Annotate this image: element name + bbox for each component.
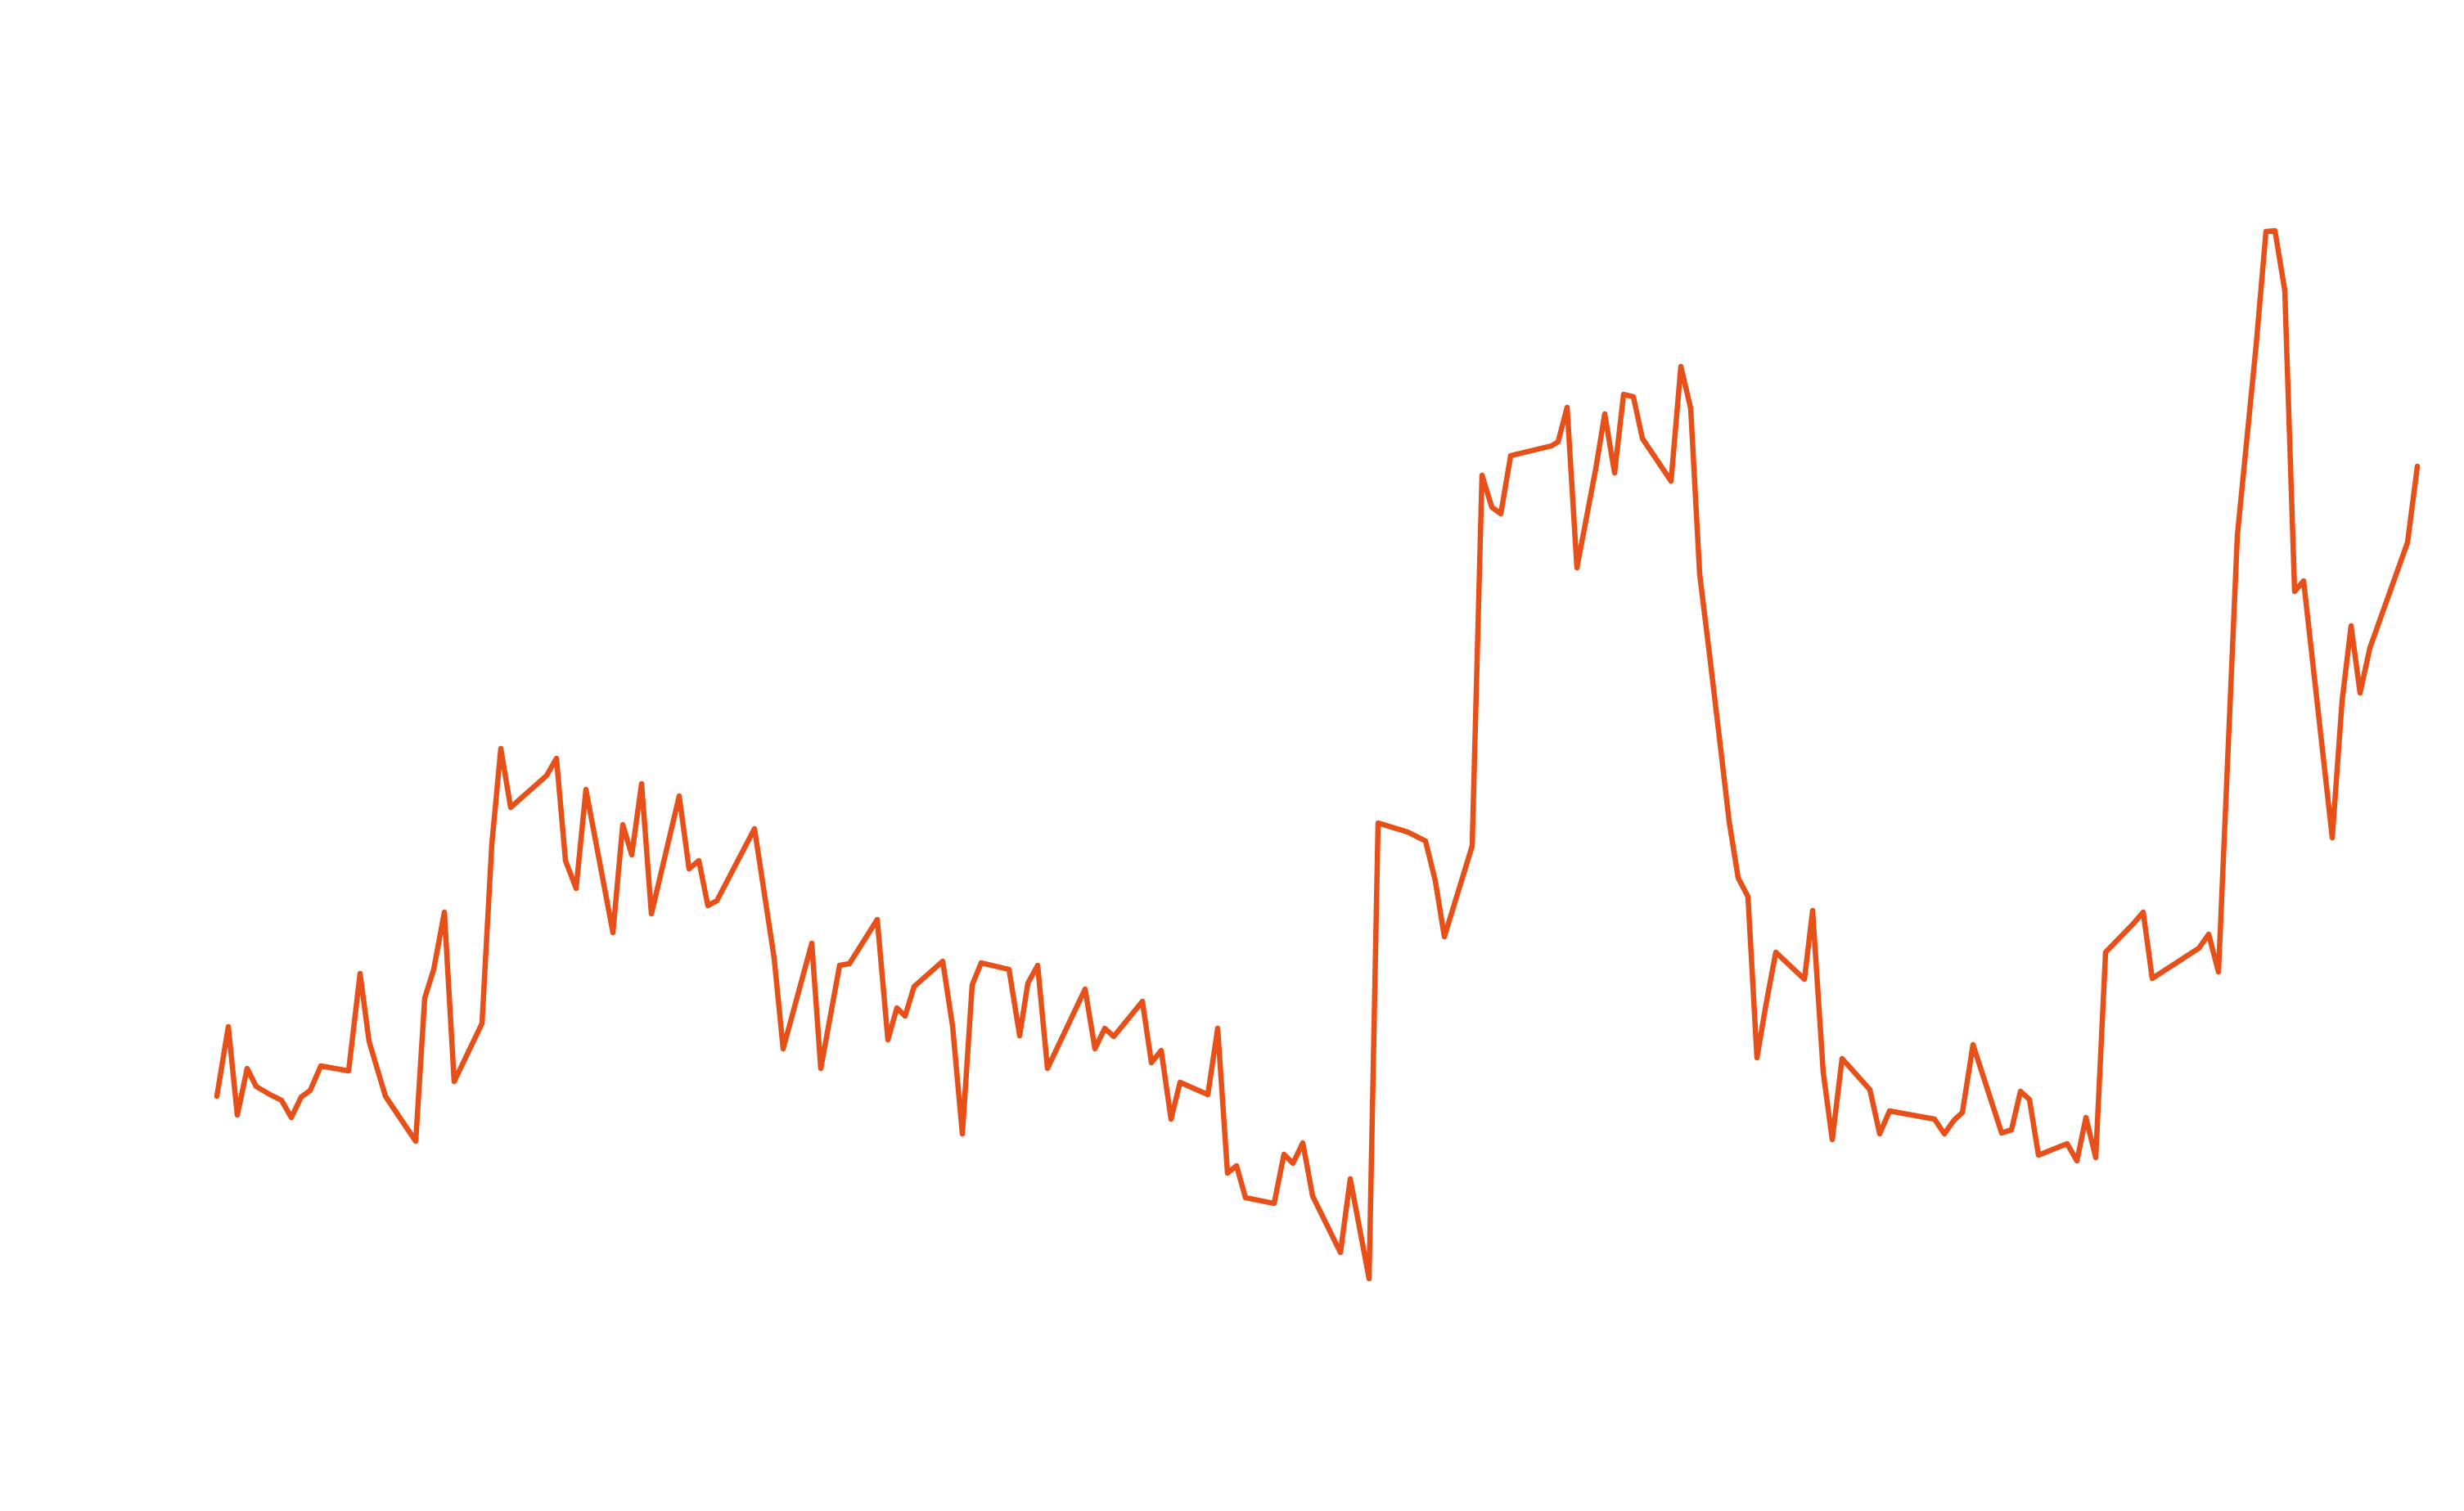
series-layer — [214, 227, 2421, 1282]
series-line-1 — [214, 227, 2421, 1282]
